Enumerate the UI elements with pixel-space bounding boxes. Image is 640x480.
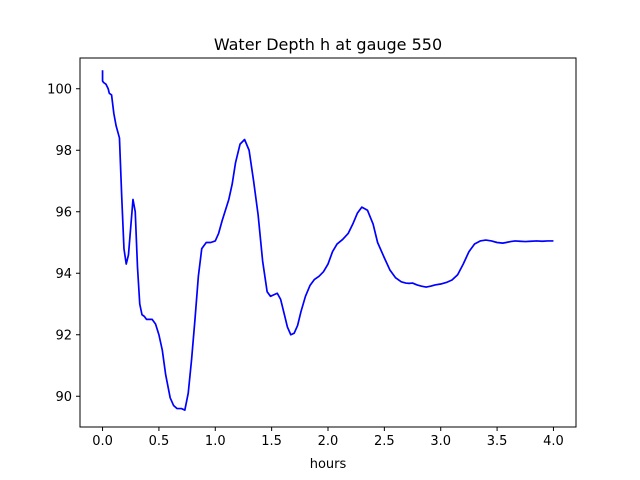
y-tick-label: 96 — [55, 205, 72, 220]
y-tick-label: 100 — [47, 82, 72, 97]
x-tick-label: 0.5 — [149, 434, 170, 449]
plot-area — [101, 70, 554, 411]
x-tick-label: 2.0 — [318, 434, 339, 449]
x-tick-label: 4.0 — [543, 434, 564, 449]
y-tick-label: 98 — [55, 144, 72, 159]
y-tick-label: 94 — [55, 267, 72, 282]
x-tick-label: 1.0 — [205, 434, 226, 449]
series-line-0 — [101, 70, 554, 411]
y-tick-label: 90 — [55, 390, 72, 405]
x-axis: 0.0 0.5 1.0 1.5 2.0 2.5 3.0 3.5 4.0 — [92, 427, 564, 449]
chart-title: Water Depth h at gauge 550 — [214, 35, 442, 54]
x-tick-label: 1.5 — [261, 434, 282, 449]
y-tick-label: 92 — [55, 328, 72, 343]
x-tick-label: 2.5 — [374, 434, 395, 449]
x-axis-label: hours — [310, 457, 347, 472]
x-tick-label: 3.0 — [430, 434, 451, 449]
y-axis: 90 92 94 96 98 100 — [47, 82, 80, 405]
x-tick-label: 3.5 — [487, 434, 508, 449]
x-tick-label: 0.0 — [92, 434, 113, 449]
